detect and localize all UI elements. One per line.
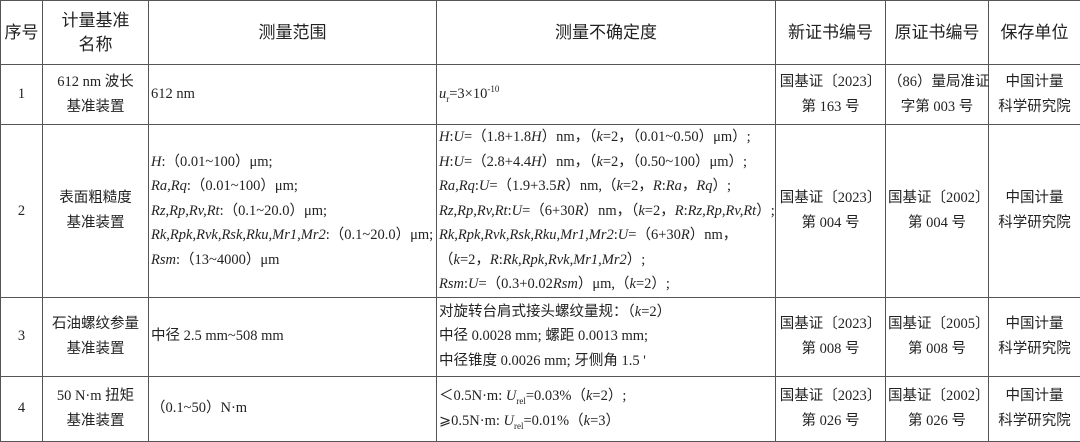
text-line: 中国计量 bbox=[991, 384, 1078, 409]
text-line: Ra,Rq:（0.01~100）μm; bbox=[151, 174, 434, 199]
custodian-cell: 中国计量科学研究院 bbox=[989, 376, 1080, 441]
text-line: 字第 003 号 bbox=[888, 95, 986, 120]
old-certificate-cell: （86）量局准证字第 003 号 bbox=[886, 65, 989, 125]
uncertainty-cell: ＜0.5N·m: Urel=0.03%（k=2）;⩾0.5N·m: Urel=0… bbox=[437, 376, 776, 441]
text-line: 国基证〔2005〕 bbox=[888, 312, 986, 337]
text-line: 石油螺纹参量 bbox=[45, 312, 146, 337]
standard-name-cell: 石油螺纹参量基准装置 bbox=[43, 297, 149, 376]
custodian-cell: 中国计量科学研究院 bbox=[989, 297, 1080, 376]
index-cell: 2 bbox=[1, 125, 43, 298]
text-line: 国基证〔2023〕 bbox=[778, 186, 883, 211]
text-line: Rk,Rpk,Rvk,Rsk,Rku,Mr1,Mr2:U=（6+30R）nm， bbox=[439, 223, 773, 248]
new-certificate-cell: 国基证〔2023〕第 026 号 bbox=[776, 376, 886, 441]
text-line: 基准装置 bbox=[45, 409, 146, 434]
standard-name-cell: 50 N·m 扭矩基准装置 bbox=[43, 376, 149, 441]
index-cell: 3 bbox=[1, 297, 43, 376]
text-line: （86）量局准证 bbox=[888, 70, 986, 95]
text-line: 科学研究院 bbox=[991, 211, 1078, 236]
standard-name-cell: 612 nm 波长基准装置 bbox=[43, 65, 149, 125]
text-line: 3 bbox=[3, 324, 40, 349]
text-line: 中国计量 bbox=[991, 186, 1078, 211]
text-line: 国基证〔2023〕 bbox=[778, 384, 883, 409]
new-certificate-cell: 国基证〔2023〕第 008 号 bbox=[776, 297, 886, 376]
header-index: 序号 bbox=[1, 1, 43, 65]
text-line: 第 004 号 bbox=[778, 211, 883, 236]
custodian-cell: 中国计量科学研究院 bbox=[989, 125, 1080, 298]
uncertainty-cell: H:U=（1.8+1.8H）nm，（k=2，（0.01~0.50）μm）;H:U… bbox=[437, 125, 776, 298]
text-line: ＜0.5N·m: Urel=0.03%（k=2）; bbox=[439, 384, 773, 409]
header-new-certificate: 新证书编号 bbox=[776, 1, 886, 65]
text-line: H:（0.01~100）μm; bbox=[151, 150, 434, 175]
header-uncertainty: 测量不确定度 bbox=[437, 1, 776, 65]
new-certificate-cell: 国基证〔2023〕第 004 号 bbox=[776, 125, 886, 298]
text-line: 第 008 号 bbox=[778, 337, 883, 362]
text-line: 50 N·m 扭矩 bbox=[45, 384, 146, 409]
header-standard-name: 计量基准名称 bbox=[43, 1, 149, 65]
text-line: H:U=（1.8+1.8H）nm，（k=2，（0.01~0.50）μm）; bbox=[439, 125, 773, 150]
text-line: ⩾0.5N·m: Urel=0.01%（k=3） bbox=[439, 409, 773, 434]
text-line: Rsm:（13~4000）μm bbox=[151, 248, 434, 273]
text-line: 科学研究院 bbox=[991, 337, 1078, 362]
range-cell: H:（0.01~100）μm;Ra,Rq:（0.01~100）μm;Rz,Rp,… bbox=[149, 125, 437, 298]
old-certificate-cell: 国基证〔2005〕第 008 号 bbox=[886, 297, 989, 376]
text-line: 国基证〔2002〕 bbox=[888, 384, 986, 409]
text-line: 中径 2.5 mm~508 mm bbox=[151, 324, 434, 349]
text-line: 第 008 号 bbox=[888, 337, 986, 362]
uncertainty-cell: ur=3×10-10 bbox=[437, 65, 776, 125]
text-line: （k=2，R:Rk,Rpk,Rvk,Mr1,Mr2）; bbox=[439, 248, 773, 273]
text-line: Rk,Rpk,Rvk,Rsk,Rku,Mr1,Mr2:（0.1~20.0）μm; bbox=[151, 223, 434, 248]
custodian-cell: 中国计量科学研究院 bbox=[989, 65, 1080, 125]
header-custodian: 保存单位 bbox=[989, 1, 1080, 65]
text-line: 第 004 号 bbox=[888, 211, 986, 236]
text-line: 表面粗糙度 bbox=[45, 186, 146, 211]
header-old-certificate: 原证书编号 bbox=[886, 1, 989, 65]
text-line: 基准装置 bbox=[45, 337, 146, 362]
text-line: 基准装置 bbox=[45, 211, 146, 236]
text-line: 612 nm bbox=[151, 82, 434, 107]
uncertainty-cell: 对旋转台肩式接头螺纹量规：（k=2）中径 0.0028 mm; 螺距 0.001… bbox=[437, 297, 776, 376]
text-line: 国基证〔2023〕 bbox=[778, 312, 883, 337]
text-line: 612 nm 波长 bbox=[45, 70, 146, 95]
standard-name-cell: 表面粗糙度基准装置 bbox=[43, 125, 149, 298]
text-line: 基准装置 bbox=[45, 95, 146, 120]
text-line: ur=3×10-10 bbox=[439, 82, 773, 107]
text-line: H:U=（2.8+4.4H）nm，（k=2，（0.50~100）μm）; bbox=[439, 150, 773, 175]
index-cell: 4 bbox=[1, 376, 43, 441]
index-cell: 1 bbox=[1, 65, 43, 125]
text-line: 第 026 号 bbox=[778, 409, 883, 434]
range-cell: 612 nm bbox=[149, 65, 437, 125]
range-cell: （0.1~50）N·m bbox=[149, 376, 437, 441]
header-row: 序号计量基准名称测量范围测量不确定度新证书编号原证书编号保存单位 bbox=[1, 1, 1080, 65]
text-line: 中径 0.0028 mm; 螺距 0.0013 mm; bbox=[439, 324, 773, 349]
text-line: 4 bbox=[3, 396, 40, 421]
text-line: 中径锥度 0.0026 mm; 牙侧角 1.5 ' bbox=[439, 349, 773, 374]
text-line: 2 bbox=[3, 199, 40, 224]
text-line: 第 163 号 bbox=[778, 95, 883, 120]
text-line: Rz,Rp,Rv,Rt:U=（6+30R）nm，（k=2，R:Rz,Rp,Rv,… bbox=[439, 199, 773, 224]
old-certificate-cell: 国基证〔2002〕第 004 号 bbox=[886, 125, 989, 298]
text-line: 中国计量 bbox=[991, 70, 1078, 95]
text-line: Rz,Rp,Rv,Rt:（0.1~20.0）μm; bbox=[151, 199, 434, 224]
text-line: 1 bbox=[3, 82, 40, 107]
text-line: 中国计量 bbox=[991, 312, 1078, 337]
text-line: （0.1~50）N·m bbox=[151, 396, 434, 421]
text-line: Ra,Rq:U=（1.9+3.5R）nm,（k=2，R:Ra，Rq）; bbox=[439, 174, 773, 199]
range-cell: 中径 2.5 mm~508 mm bbox=[149, 297, 437, 376]
text-line: 对旋转台肩式接头螺纹量规：（k=2） bbox=[439, 300, 773, 325]
text-line: Rsm:U=（0.3+0.02Rsm）μm,（k=2）; bbox=[439, 272, 773, 297]
text-line: 第 026 号 bbox=[888, 409, 986, 434]
text-line: 科学研究院 bbox=[991, 409, 1078, 434]
old-certificate-cell: 国基证〔2002〕第 026 号 bbox=[886, 376, 989, 441]
text-line: 科学研究院 bbox=[991, 95, 1078, 120]
header-measurement-range: 测量范围 bbox=[149, 1, 437, 65]
text-line: 国基证〔2002〕 bbox=[888, 186, 986, 211]
new-certificate-cell: 国基证〔2023〕第 163 号 bbox=[776, 65, 886, 125]
text-line: 国基证〔2023〕 bbox=[778, 70, 883, 95]
